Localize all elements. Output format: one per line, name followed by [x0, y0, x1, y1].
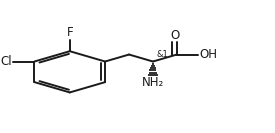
Text: &1: &1: [156, 50, 168, 59]
Text: Cl: Cl: [0, 55, 12, 68]
Text: OH: OH: [199, 48, 218, 61]
Text: O: O: [170, 29, 179, 42]
Text: NH₂: NH₂: [142, 76, 164, 89]
Text: F: F: [67, 26, 73, 39]
